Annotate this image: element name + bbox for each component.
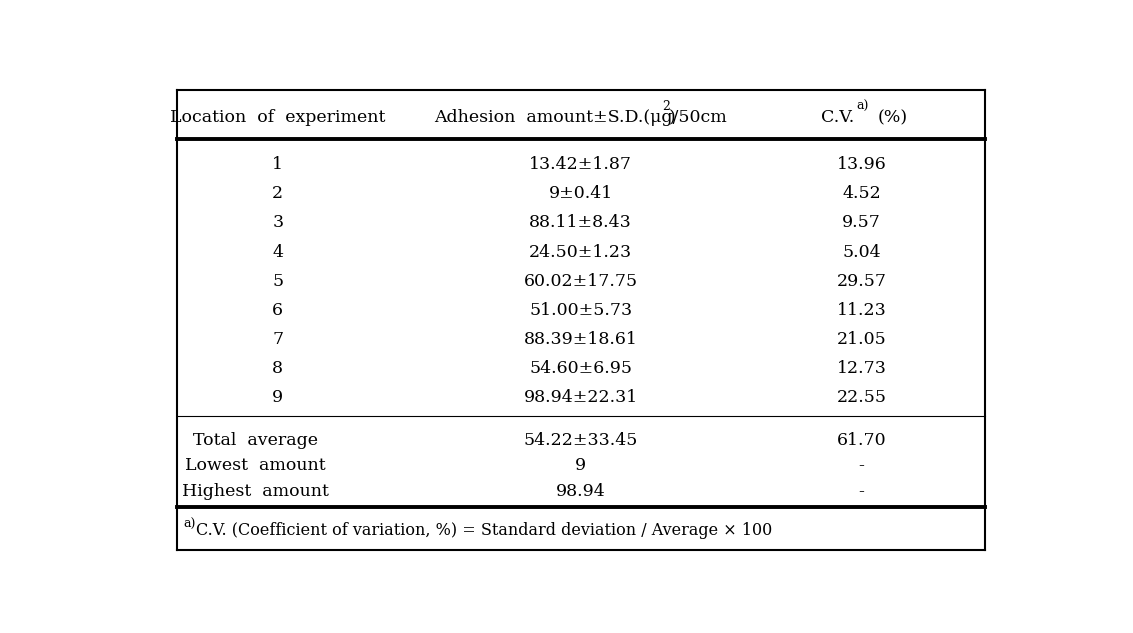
Text: Lowest  amount: Lowest amount xyxy=(186,458,326,474)
Text: 88.39±18.61: 88.39±18.61 xyxy=(523,331,638,348)
Text: Highest  amount: Highest amount xyxy=(182,483,330,499)
Text: 2: 2 xyxy=(663,100,671,113)
Text: 8: 8 xyxy=(272,360,283,377)
Text: 4: 4 xyxy=(272,244,283,261)
Text: 13.96: 13.96 xyxy=(837,156,886,173)
Text: C.V.: C.V. xyxy=(821,109,854,126)
Text: 88.11±8.43: 88.11±8.43 xyxy=(529,215,632,232)
Text: 60.02±17.75: 60.02±17.75 xyxy=(523,273,638,290)
Text: 98.94±22.31: 98.94±22.31 xyxy=(523,389,638,406)
Text: 13.42±1.87: 13.42±1.87 xyxy=(529,156,632,173)
Text: 9.57: 9.57 xyxy=(842,215,881,232)
Text: 11.23: 11.23 xyxy=(837,302,886,319)
Text: 21.05: 21.05 xyxy=(837,331,886,348)
Text: 12.73: 12.73 xyxy=(836,360,887,377)
Text: a): a) xyxy=(184,518,196,531)
Text: 1: 1 xyxy=(272,156,283,173)
Text: Adhesion  amount±S.D.(μg/50cm: Adhesion amount±S.D.(μg/50cm xyxy=(434,109,727,126)
Text: 22.55: 22.55 xyxy=(836,389,887,406)
Text: 3: 3 xyxy=(272,215,283,232)
Text: Location  of  experiment: Location of experiment xyxy=(170,109,385,126)
Text: 24.50±1.23: 24.50±1.23 xyxy=(529,244,632,261)
Text: Total  average: Total average xyxy=(194,432,318,449)
Text: 9: 9 xyxy=(272,389,283,406)
Text: -: - xyxy=(859,483,864,499)
Text: 61.70: 61.70 xyxy=(837,432,886,449)
Text: -: - xyxy=(859,458,864,474)
Text: 5: 5 xyxy=(272,273,283,290)
Text: ): ) xyxy=(668,109,675,126)
Text: 51.00±5.73: 51.00±5.73 xyxy=(529,302,632,319)
Text: 9: 9 xyxy=(576,458,586,474)
Text: (%): (%) xyxy=(877,109,908,126)
Text: 5.04: 5.04 xyxy=(842,244,881,261)
Text: 98.94: 98.94 xyxy=(556,483,605,499)
Text: 54.60±6.95: 54.60±6.95 xyxy=(529,360,632,377)
Text: 29.57: 29.57 xyxy=(836,273,887,290)
Text: 54.22±33.45: 54.22±33.45 xyxy=(523,432,638,449)
Text: C.V. (Coefficient of variation, %) = Standard deviation / Average × 100: C.V. (Coefficient of variation, %) = Sta… xyxy=(196,522,773,539)
Text: a): a) xyxy=(857,100,869,113)
Text: 6: 6 xyxy=(272,302,283,319)
Text: 4.52: 4.52 xyxy=(842,185,881,203)
Text: 2: 2 xyxy=(272,185,283,203)
Text: 7: 7 xyxy=(272,331,283,348)
Text: 9±0.41: 9±0.41 xyxy=(548,185,613,203)
